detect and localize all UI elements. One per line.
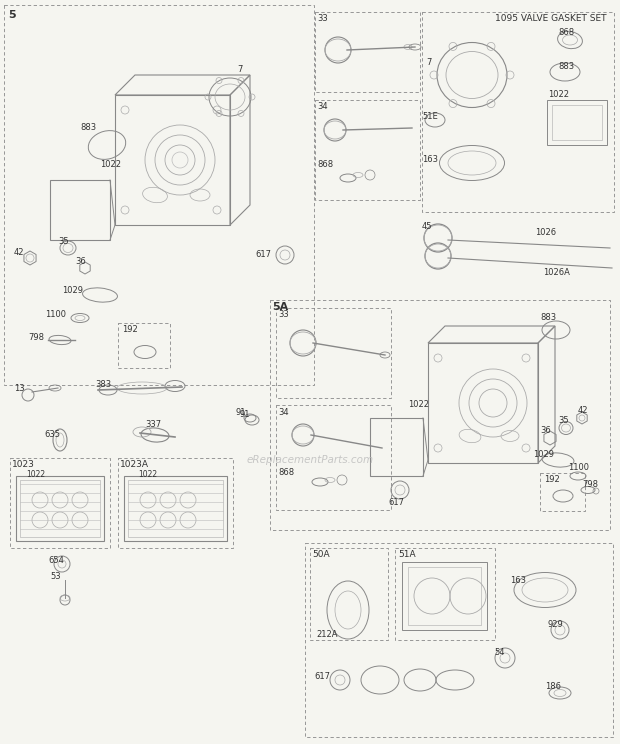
Text: 1023A: 1023A [120, 460, 149, 469]
Bar [315, 100, 420, 200]
Bar [10, 458, 110, 548]
Text: 35: 35 [58, 237, 69, 246]
Text: 1022: 1022 [26, 470, 45, 479]
Bar [4, 5, 314, 385]
Text: 883: 883 [80, 123, 96, 132]
Bar [16, 476, 104, 541]
Text: 1029: 1029 [533, 450, 554, 459]
Text: 35: 35 [558, 416, 569, 425]
Text: 212A: 212A [316, 630, 337, 639]
Bar [270, 300, 610, 530]
Text: 1029: 1029 [62, 286, 83, 295]
Text: 798: 798 [582, 480, 598, 489]
Text: 34: 34 [317, 102, 327, 111]
Bar [540, 473, 585, 511]
Bar [118, 323, 170, 368]
Text: 163: 163 [510, 576, 526, 585]
Bar [276, 308, 391, 398]
Text: 337: 337 [145, 420, 161, 429]
Bar [402, 562, 487, 630]
Text: 53: 53 [50, 572, 61, 581]
Text: 1022: 1022 [408, 400, 429, 409]
Text: 91: 91 [240, 410, 250, 419]
Bar [422, 12, 614, 212]
Bar [315, 12, 420, 92]
Text: 51A: 51A [398, 550, 415, 559]
Bar [124, 476, 227, 541]
Text: 1026A: 1026A [543, 268, 570, 277]
Text: 33: 33 [278, 310, 289, 319]
Text: 54: 54 [494, 648, 505, 657]
Text: 42: 42 [14, 248, 25, 257]
Text: 654: 654 [48, 556, 64, 565]
Text: 883: 883 [540, 313, 556, 322]
Text: 36: 36 [75, 257, 86, 266]
Bar [395, 548, 495, 640]
Text: 5: 5 [8, 10, 16, 20]
Text: 617: 617 [314, 672, 330, 681]
Text: 51E: 51E [422, 112, 438, 121]
Text: 50A: 50A [312, 550, 330, 559]
Text: 192: 192 [122, 325, 138, 334]
Text: 798: 798 [28, 333, 44, 342]
Text: 1022: 1022 [138, 470, 157, 479]
Bar [276, 405, 391, 510]
Text: 929: 929 [548, 620, 564, 629]
Bar [547, 100, 607, 145]
Text: 383: 383 [95, 380, 111, 389]
Text: 635: 635 [44, 430, 60, 439]
Text: 192: 192 [544, 475, 560, 484]
Text: 868: 868 [317, 160, 333, 169]
Text: 1100: 1100 [568, 463, 589, 472]
Bar [310, 548, 388, 640]
Text: 1022: 1022 [100, 160, 121, 169]
Text: 617: 617 [255, 250, 271, 259]
Text: 33: 33 [317, 14, 328, 23]
Text: 45: 45 [422, 222, 433, 231]
Bar [118, 458, 233, 548]
Text: 42: 42 [578, 406, 588, 415]
Text: 34: 34 [278, 408, 289, 417]
Text: 883: 883 [558, 62, 574, 71]
Text: 868: 868 [558, 28, 574, 37]
Bar [20, 480, 100, 537]
Text: eReplacementParts.com: eReplacementParts.com [246, 455, 374, 465]
Text: 868: 868 [278, 468, 294, 477]
Text: 13: 13 [14, 384, 25, 393]
Text: 1026: 1026 [535, 228, 556, 237]
Bar [552, 105, 602, 140]
Text: 7: 7 [237, 65, 242, 74]
Bar [408, 567, 481, 625]
Text: 163: 163 [422, 155, 438, 164]
Text: 1022: 1022 [548, 90, 569, 99]
Bar [305, 543, 613, 737]
Text: 1095 VALVE GASKET SET: 1095 VALVE GASKET SET [495, 14, 606, 23]
Text: 617: 617 [388, 498, 404, 507]
Text: 91: 91 [236, 408, 247, 417]
Text: 5A: 5A [272, 302, 288, 312]
Text: 186: 186 [545, 682, 561, 691]
Text: 1023: 1023 [12, 460, 35, 469]
Text: 1100: 1100 [45, 310, 66, 319]
Text: 7: 7 [426, 58, 432, 67]
Bar [128, 480, 223, 537]
Text: 36: 36 [540, 426, 551, 435]
